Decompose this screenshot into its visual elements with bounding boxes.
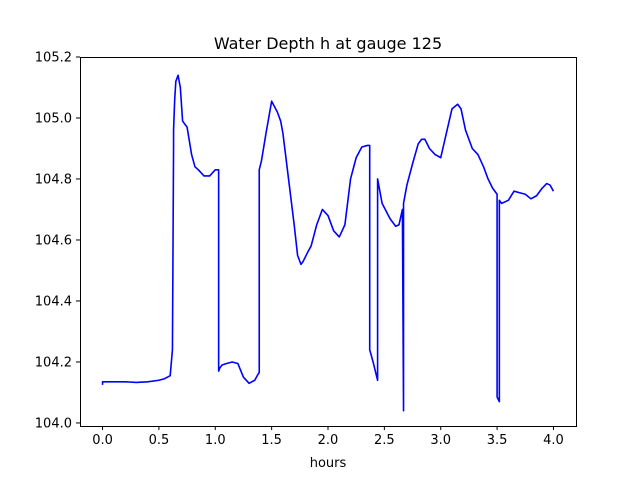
x-tick-label: 0.5 — [149, 433, 170, 448]
x-tick-label: 1.0 — [205, 433, 226, 448]
y-tick-label: 105.0 — [35, 111, 72, 126]
y-tick-label: 104.4 — [35, 294, 72, 309]
y-tick-label: 104.8 — [35, 172, 72, 187]
y-tick-label: 105.2 — [35, 51, 72, 66]
y-tick-label: 104.0 — [35, 416, 72, 431]
x-tick-label: 2.5 — [374, 433, 395, 448]
x-tick-label: 2.0 — [318, 433, 339, 448]
x-axis-label: hours — [310, 456, 347, 471]
x-tick-label: 3.5 — [487, 433, 508, 448]
x-tick-label: 4.0 — [543, 433, 564, 448]
series-line-0 — [101, 74, 555, 412]
chart-title: Water Depth h at gauge 125 — [214, 34, 442, 53]
x-tick-label: 1.5 — [261, 433, 282, 448]
x-axis: 0.0 0.5 1.0 1.5 2.0 2.5 3.0 3.5 4.0 — [92, 426, 564, 448]
series-layer — [101, 74, 555, 412]
x-tick-label: 0.0 — [92, 433, 113, 448]
x-tick-label: 3.0 — [430, 433, 451, 448]
y-axis: 104.0 104.2 104.4 104.6 104.8 105.0 105.2 — [35, 51, 80, 431]
y-tick-label: 104.2 — [35, 355, 72, 370]
y-tick-label: 104.6 — [35, 233, 72, 248]
